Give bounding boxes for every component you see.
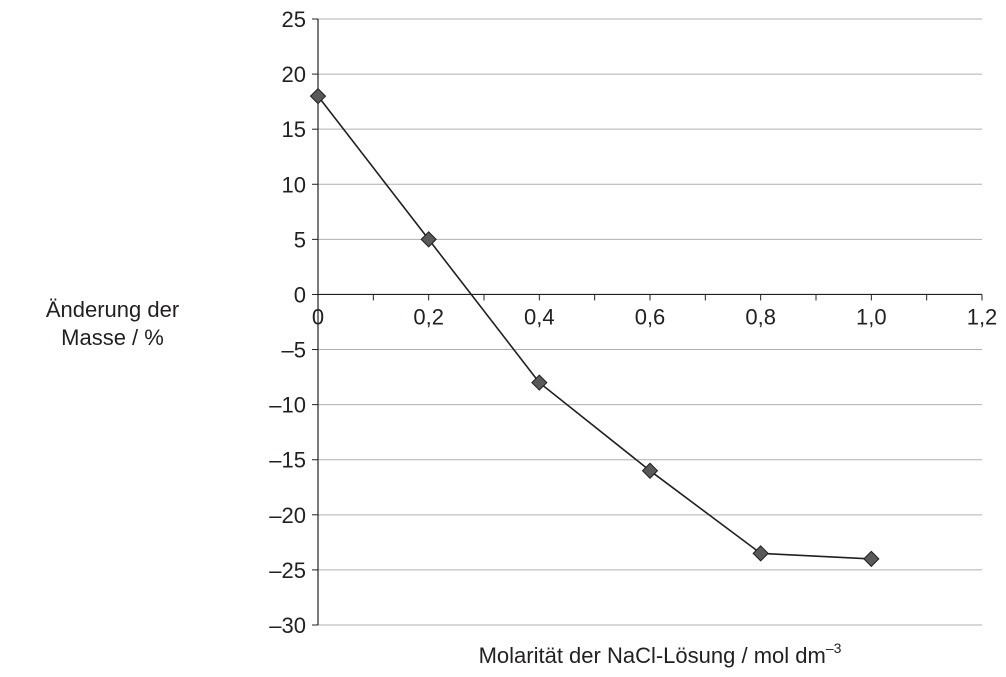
gridlines — [318, 18, 982, 626]
axes — [312, 18, 983, 626]
data-point-marker — [752, 545, 769, 562]
x-tick-label: 0,4 — [524, 304, 555, 329]
y-tick-label: –10 — [269, 393, 306, 418]
series-line — [317, 95, 872, 560]
y-tick-label: –20 — [269, 503, 306, 528]
y-tick-label: 25 — [282, 7, 306, 32]
y-tick-label: –5 — [282, 338, 306, 363]
y-axis-label: Änderung der Masse / % — [0, 296, 225, 352]
x-axis-label-superscript: –3 — [825, 640, 842, 656]
x-tick-label: 0 — [312, 304, 324, 329]
y-tick-label: 0 — [294, 282, 306, 307]
y-tick-label: 20 — [282, 62, 306, 87]
data-point-marker — [531, 374, 548, 391]
x-tick-label: 1,0 — [856, 304, 887, 329]
y-axis-label-line-2: Masse / % — [61, 325, 164, 350]
x-tick-label: 0,2 — [413, 304, 444, 329]
y-tick-label: 5 — [294, 227, 306, 252]
data-series — [309, 87, 880, 568]
data-point-marker — [641, 462, 659, 479]
data-point-marker — [420, 231, 437, 248]
y-tick-label: 15 — [282, 117, 306, 142]
y-tick-label: –30 — [269, 613, 306, 638]
y-axis-label-line-1: Änderung der — [45, 297, 180, 322]
x-tick-label: 0,8 — [745, 304, 776, 329]
data-point-marker — [863, 550, 880, 568]
y-tick-label: –25 — [269, 558, 306, 583]
data-point-marker — [309, 87, 327, 105]
x-tick-label: 1,2 — [967, 304, 998, 329]
x-tick-label: 0,6 — [635, 304, 666, 329]
y-tick-label: –15 — [269, 448, 306, 473]
y-tick-label: 10 — [282, 172, 306, 197]
x-axis-label-text: Molarität der NaCl-Lösung / mol dm — [478, 643, 826, 668]
x-axis-label: Molarität der NaCl-Lösung / mol dm–3 — [380, 640, 940, 670]
